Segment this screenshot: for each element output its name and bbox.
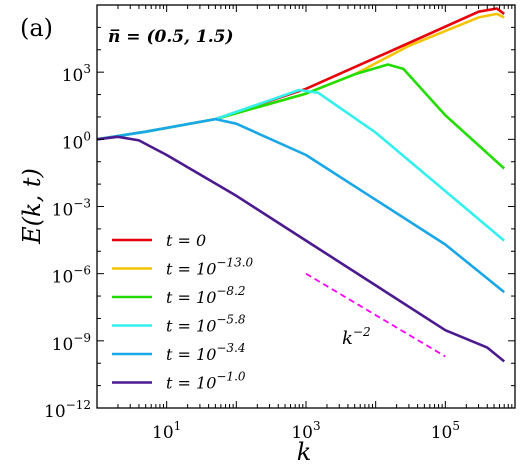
y-tick-label: 10−3 — [52, 197, 91, 221]
y-tick-label: 10−6 — [52, 264, 91, 288]
series-line-5 — [96, 135, 506, 363]
legend-entry: t = 10−3.4 — [166, 341, 246, 364]
legend-entry: t = 10−5.8 — [166, 313, 246, 336]
y-tick-label: 103 — [62, 62, 91, 86]
reference-slope-line: k−2 — [305, 272, 446, 358]
reference-line-label: k−2 — [342, 325, 371, 349]
legend-entry: t = 10−13.0 — [166, 256, 254, 279]
x-tick-label: 105 — [431, 419, 460, 443]
y-axis-label: E(k, t) — [18, 168, 46, 245]
parameter-label: n̅ = (0.5, 1.5) — [108, 27, 234, 47]
reference-line — [305, 272, 446, 358]
x-axis-label: k — [297, 438, 312, 466]
legend-entry: t = 10−8.2 — [166, 284, 246, 307]
y-tick-label: 10−12 — [44, 398, 91, 422]
legend-entry: t = 10−1.0 — [166, 370, 246, 393]
plot-frame — [96, 4, 516, 409]
legend-entry: t = 0 — [166, 231, 206, 250]
panel-label: (a) — [20, 14, 53, 42]
axis-ticks — [96, 4, 516, 409]
tick-labels: 101 103 105 10−12 10−9 10−6 10−3 100 103 — [44, 62, 460, 443]
x-tick-label: 101 — [152, 419, 181, 443]
x-tick-label: 103 — [291, 419, 320, 443]
y-tick-label: 10−9 — [52, 331, 91, 355]
y-tick-label: 100 — [62, 129, 91, 153]
legend: t = 0 t = 10−13.0 t = 10−8.2 t = 10−5.8 t = … — [112, 231, 254, 393]
series-lines — [96, 7, 506, 363]
series-line-4 — [96, 117, 506, 294]
